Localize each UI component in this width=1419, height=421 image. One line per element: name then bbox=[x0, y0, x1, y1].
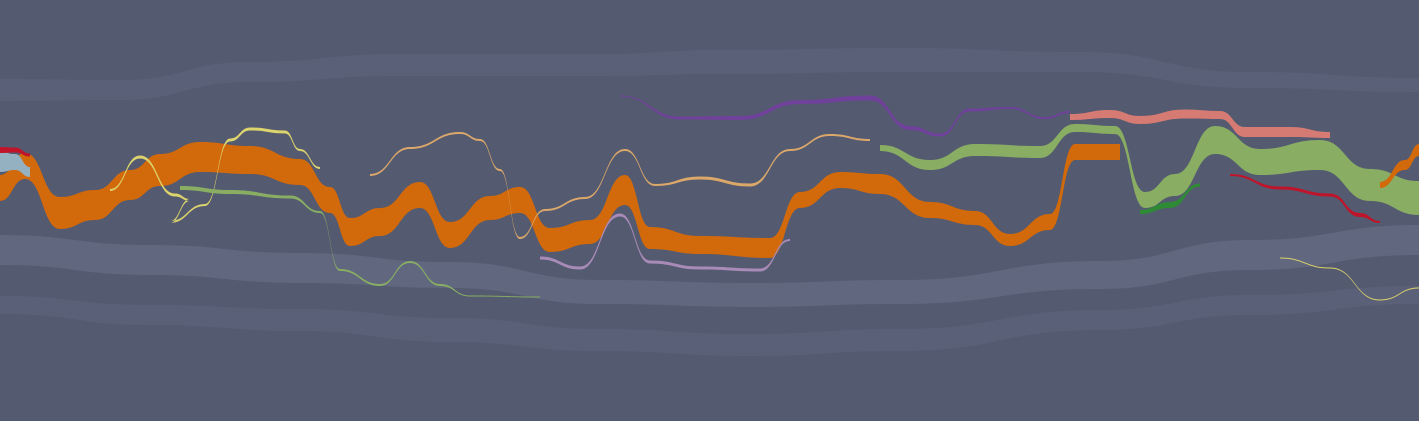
ribbon-dark-green-right bbox=[1140, 183, 1200, 214]
shadow-band bbox=[0, 286, 1419, 356]
shadow-bands bbox=[0, 48, 1419, 356]
ribbon-lavender-line bbox=[540, 213, 790, 272]
ribbon-red-right bbox=[1230, 174, 1380, 223]
shadow-band bbox=[0, 48, 1419, 101]
ribbon-light-blue-left bbox=[0, 152, 30, 177]
ribbon-green-main bbox=[880, 124, 1419, 215]
ribbon-salmon-line bbox=[1070, 109, 1330, 138]
ribbon-red-left bbox=[0, 147, 30, 157]
ribbon-orange-main bbox=[0, 142, 1120, 258]
shadow-band bbox=[0, 225, 1419, 307]
ribbon-orange-right-tail bbox=[1380, 144, 1419, 188]
ribbons bbox=[0, 95, 1419, 301]
